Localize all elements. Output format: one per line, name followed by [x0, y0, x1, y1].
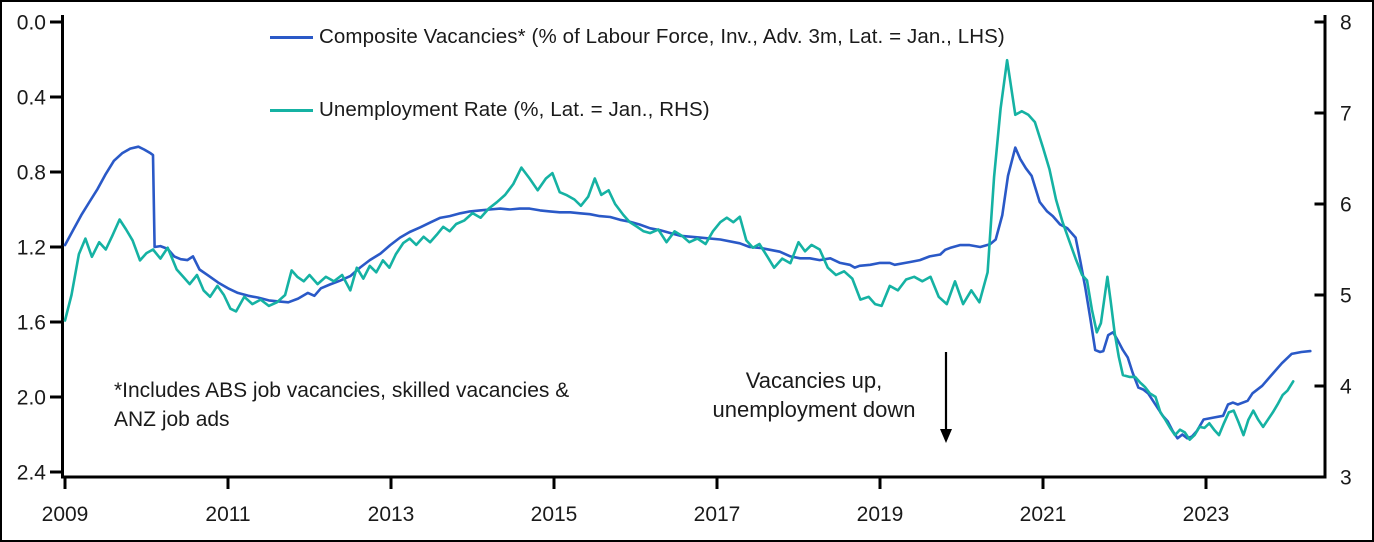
footnote: *Includes ABS job vacancies, skilled vac… — [114, 377, 569, 434]
x-axis-tick-label: 2013 — [368, 503, 415, 526]
callout-line-2: unemployment down — [712, 397, 916, 422]
y-axis-right-tick-label: 4 — [1340, 376, 1352, 399]
y-axis-left-tick-label: 0.4 — [17, 87, 47, 110]
x-axis-tick-label: 2015 — [531, 503, 578, 526]
y-axis-right-tick-label: 7 — [1340, 103, 1352, 126]
y-axis-left-tick-label: 2.4 — [17, 462, 47, 485]
x-axis-tick-label: 2023 — [1183, 503, 1230, 526]
y-axis-left-tick-label: 0.0 — [17, 12, 46, 35]
y-axis-right-tick-label: 6 — [1340, 194, 1352, 217]
x-axis-tick-label: 2011 — [205, 503, 250, 526]
down-arrow-head — [940, 429, 952, 443]
legend-swatch-unemployment-rate — [270, 108, 313, 112]
x-axis-tick-label: 2009 — [42, 503, 89, 526]
y-axis-right-tick-label: 3 — [1340, 467, 1352, 490]
legend-swatch-composite-vacancies — [270, 35, 313, 39]
y-axis-right-tick-label: 5 — [1340, 285, 1352, 308]
series-line-unemployment-rate — [63, 58, 1295, 442]
footnote-line-2: ANZ job ads — [114, 407, 230, 431]
callout-line-1: Vacancies up, — [745, 368, 883, 393]
x-axis-tick-label: 2021 — [1020, 503, 1067, 526]
legend-item-composite-vacancies: Composite Vacancies* (% of Labour Force,… — [270, 25, 1005, 49]
y-axis-left-tick-label: 1.2 — [17, 237, 46, 260]
legend-label-composite-vacancies: Composite Vacancies* (% of Labour Force,… — [319, 25, 1005, 48]
y-axis-left-tick-label: 2.0 — [17, 387, 46, 410]
callout-vacancies-up-unemployment-down: Vacancies up, unemployment down — [664, 366, 964, 424]
x-axis-tick-label: 2017 — [694, 503, 741, 526]
y-axis-right-tick-label: 8 — [1340, 12, 1352, 35]
y-axis-left-tick-label: 0.8 — [17, 162, 46, 185]
legend-item-unemployment-rate: Unemployment Rate (%, Lat. = Jan., RHS) — [270, 98, 710, 122]
series-line-composite-vacancies — [63, 145, 1312, 440]
legend-label-unemployment-rate: Unemployment Rate (%, Lat. = Jan., RHS) — [319, 98, 710, 121]
y-axis-left-tick-label: 1.6 — [17, 312, 46, 335]
footnote-line-1: *Includes ABS job vacancies, skilled vac… — [114, 379, 570, 402]
x-axis-tick-label: 2019 — [857, 503, 904, 526]
